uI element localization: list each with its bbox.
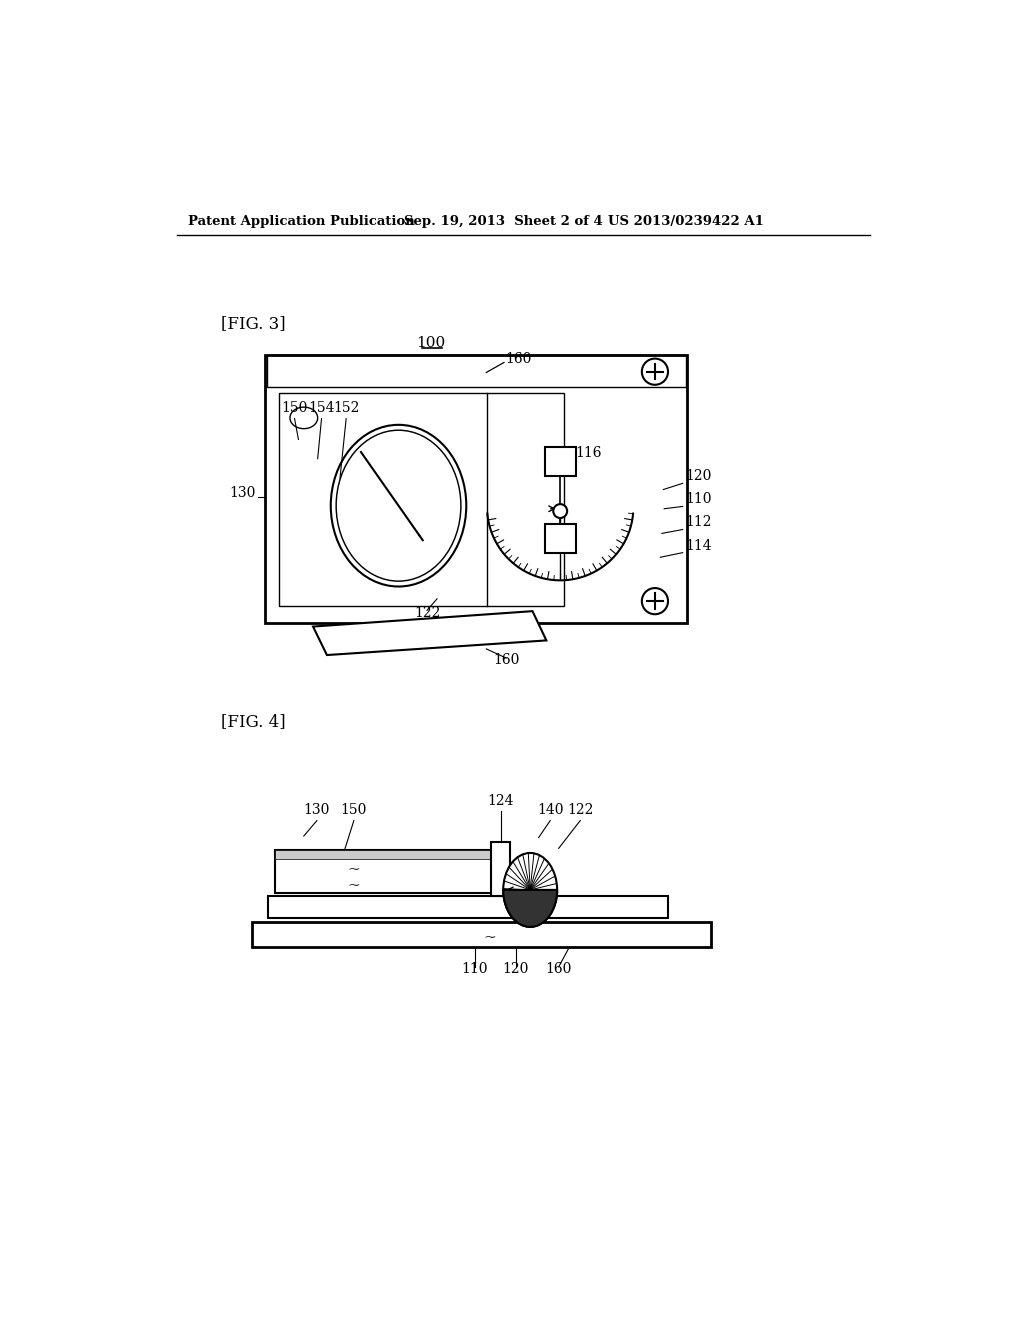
Text: 112: 112	[685, 516, 712, 529]
Text: ~: ~	[347, 879, 360, 894]
Bar	[280, 393, 564, 606]
Text: 122: 122	[567, 804, 594, 817]
Text: 150: 150	[282, 401, 308, 416]
Bar	[545, 447, 575, 477]
Bar	[490, 842, 510, 896]
Bar	[267, 355, 686, 387]
Text: 154: 154	[308, 401, 335, 416]
Text: 114: 114	[685, 539, 712, 553]
Text: 140: 140	[537, 804, 563, 817]
Text: 160: 160	[494, 653, 519, 668]
Text: ~: ~	[483, 931, 497, 945]
Text: 110: 110	[462, 962, 488, 975]
Text: 116: 116	[574, 446, 601, 461]
Polygon shape	[313, 611, 547, 655]
Text: 100: 100	[416, 337, 445, 350]
Text: 130: 130	[304, 804, 330, 817]
Text: 122: 122	[414, 606, 440, 619]
Bar	[252, 923, 711, 946]
Text: [FIG. 4]: [FIG. 4]	[221, 714, 286, 730]
Text: Sep. 19, 2013  Sheet 2 of 4: Sep. 19, 2013 Sheet 2 of 4	[403, 215, 603, 228]
Text: 120: 120	[503, 962, 528, 975]
Circle shape	[553, 504, 567, 517]
Bar	[275, 850, 503, 892]
Text: 160: 160	[506, 351, 531, 366]
Polygon shape	[503, 890, 557, 927]
Text: [FIG. 3]: [FIG. 3]	[221, 315, 286, 333]
Text: 120: 120	[685, 470, 712, 483]
Text: 130: 130	[229, 486, 255, 500]
Text: 110: 110	[685, 492, 712, 507]
Circle shape	[642, 359, 668, 385]
Bar	[275, 850, 499, 859]
Bar	[267, 896, 668, 917]
Bar	[545, 524, 575, 553]
Text: US 2013/0239422 A1: US 2013/0239422 A1	[608, 215, 764, 228]
Text: Patent Application Publication: Patent Application Publication	[188, 215, 415, 228]
Text: ~: ~	[347, 863, 360, 876]
Text: 150: 150	[341, 804, 367, 817]
Text: 160: 160	[546, 962, 571, 975]
Text: 124: 124	[487, 795, 514, 808]
Circle shape	[642, 589, 668, 614]
Ellipse shape	[503, 853, 557, 927]
Bar	[265, 355, 687, 623]
Text: 152: 152	[333, 401, 359, 416]
